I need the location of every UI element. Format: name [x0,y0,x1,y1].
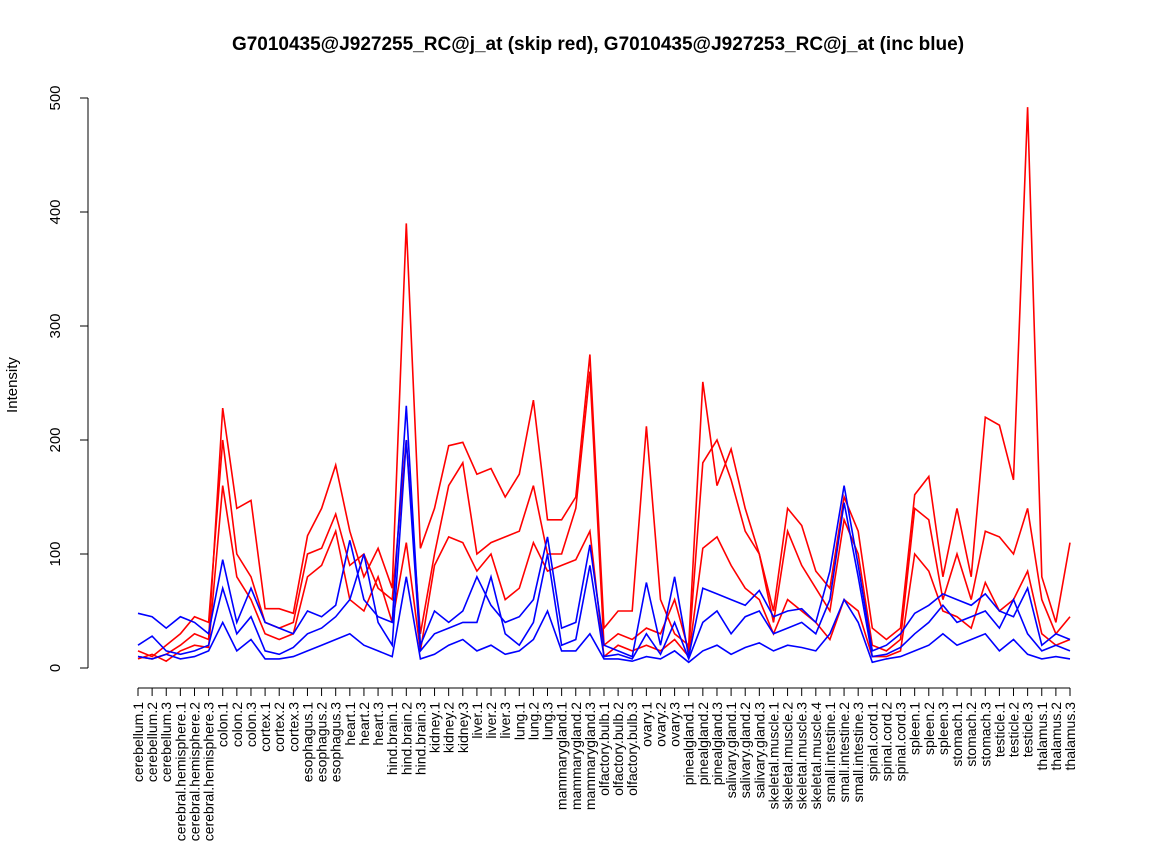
x-tick-label: lung.1 [511,702,527,740]
x-tick-label: lung.3 [540,702,556,740]
x-tick-label: colon.3 [243,702,259,747]
y-tick-label: 0 [47,664,64,672]
x-tick-label: cerebral.hemisphere.1 [172,702,188,842]
x-tick-label: small.intestine.1 [822,702,838,803]
x-tick-label: kidney.3 [455,702,471,753]
x-tick-label: heart.3 [370,702,386,746]
y-tick-label: 200 [47,427,64,452]
x-tick-label: cerebral.hemisphere.2 [186,702,202,842]
y-axis: 0 100 200 300 400 500 [47,85,89,672]
x-tick-label: spinal.cord.2 [878,702,894,782]
x-tick-label: liver.3 [497,702,513,739]
x-tick-label: mammarygland.3 [582,702,598,810]
x-tick-label: pinealgland.2 [695,702,711,786]
series-line-inc-1 [137,405,1071,658]
x-tick-label: liver.1 [469,702,485,739]
x-tick-label: esophagus.2 [314,702,330,782]
x-tick-label: testicle.2 [1006,702,1022,757]
x-tick-label: thalamus.1 [1034,702,1050,771]
x-tick-label: kidney.2 [441,702,457,753]
y-tick-label: 500 [47,85,64,110]
y-axis-label: Intensity [4,357,21,413]
x-tick-label: cortex.1 [257,702,273,752]
x-tick-label: spleen.3 [935,702,951,755]
x-tick-label: spinal.cord.1 [864,702,880,782]
x-tick-label: salivary.gland.1 [723,702,739,798]
x-tick-label: skeletal.muscle.3 [794,702,810,810]
y-tick-label: 300 [47,313,64,338]
chart-title: G7010435@J927255_RC@j_at (skip red), G70… [232,34,964,55]
x-tick-label: mammarygland.2 [568,702,584,810]
x-tick-label: ovary.3 [667,702,683,747]
x-tick-label: esophagus.3 [328,702,344,782]
x-tick-label: spleen.2 [921,702,937,755]
x-tick-label: heart.2 [356,702,372,746]
x-tick-label: skeletal.muscle.2 [780,702,796,810]
x-tick-label: cortex.2 [271,702,287,752]
x-tick-label: small.intestine.3 [850,702,866,803]
x-tick-label: cerebellum.1 [130,702,146,782]
y-tick-label: 400 [47,199,64,224]
x-tick-label: stomach.2 [963,702,979,767]
x-tick-label: salivary.gland.2 [737,702,753,798]
x-tick-label: stomach.1 [949,702,965,767]
x-tick-label: ovary.1 [638,702,654,747]
x-tick-label: olfactory.bulb.1 [596,702,612,796]
series-line-inc-3 [137,576,1071,664]
x-tick-label: stomach.3 [977,702,993,767]
series-lines [137,107,1071,664]
x-tick-label: thalamus.2 [1048,702,1064,771]
x-tick-label: spleen.1 [907,702,923,755]
x-tick-label: colon.2 [229,702,245,747]
x-tick-label: thalamus.3 [1062,702,1078,771]
x-tick-label: testicle.1 [991,702,1007,757]
x-tick-label: pinealgland.3 [709,702,725,786]
x-tick-label: testicle.3 [1020,702,1036,757]
x-tick-label: olfactory.bulb.3 [624,702,640,796]
x-tick-label: pinealgland.1 [681,702,697,786]
x-tick-label: hind.brain.2 [398,702,414,775]
series-line-inc-2 [137,439,1071,662]
x-tick-label: liver.2 [483,702,499,739]
x-tick-label: skeletal.muscle.4 [808,702,824,810]
x-tick-label: esophagus.1 [299,702,315,782]
x-tick-label: lung.2 [525,702,541,740]
x-tick-label: colon.1 [215,702,231,747]
x-tick-label: kidney.1 [427,702,443,753]
x-axis: cerebellum.1cerebellum.2cerebellum.3cere… [130,687,1078,842]
x-tick-label: salivary.gland.3 [751,702,767,798]
x-tick-label: olfactory.bulb.2 [610,702,626,796]
x-tick-label: cerebellum.2 [144,702,160,782]
x-tick-label: ovary.2 [652,702,668,747]
x-tick-label: cortex.3 [285,702,301,752]
x-tick-label: hind.brain.1 [384,702,400,775]
x-tick-label: cerebellum.3 [158,702,174,782]
x-tick-label: spinal.cord.3 [893,702,909,782]
series-line-skip-1 [137,107,1071,660]
x-tick-label: hind.brain.3 [412,702,428,775]
x-tick-label: heart.1 [342,702,358,746]
x-tick-label: skeletal.muscle.1 [765,702,781,810]
x-tick-label: small.intestine.2 [836,702,852,803]
y-tick-label: 100 [47,541,64,566]
x-tick-label: mammarygland.1 [554,702,570,810]
x-tick-label: cerebral.hemisphere.3 [201,702,217,842]
